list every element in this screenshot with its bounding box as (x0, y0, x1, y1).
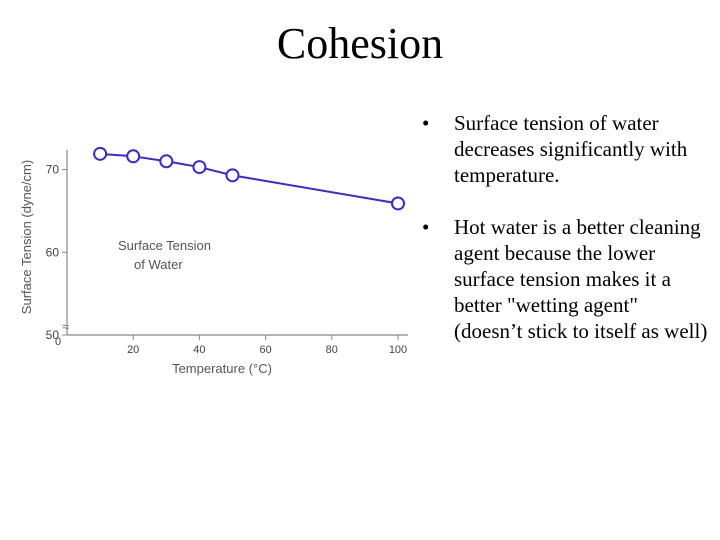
y-tick-label: 70 (46, 163, 60, 177)
x-tick-label: 40 (193, 344, 205, 356)
data-point (225, 168, 240, 183)
data-point (93, 146, 108, 161)
data-point (126, 149, 141, 164)
chart-annotation-line2: of Water (134, 257, 183, 272)
x-axis-label: Temperature (°C) (172, 361, 272, 376)
slide-title: Cohesion (276, 19, 444, 68)
bullet-text: Hot water is a better cleaning agent bec… (454, 215, 708, 343)
bullet-list: • Surface tension of water decreases sig… (420, 110, 710, 370)
axis-break-mark: ≈ (62, 319, 69, 334)
surface-tension-chart: ≈ 0 20 40 60 80 100 50 60 70 Surface Tension of … (19, 146, 408, 376)
bullet-dot: • (422, 215, 430, 239)
y-axis-label: Surface Tension (dyne/cm) (19, 160, 34, 314)
chart-series (93, 146, 405, 211)
chart-ticks: 0 20 40 60 80 100 50 60 70 (46, 163, 408, 356)
bullet-text: Surface tension of water decreases signi… (454, 111, 688, 187)
chart-annotation-line1: Surface Tension (118, 238, 211, 253)
bullet-dot: • (422, 111, 430, 135)
data-point (391, 196, 405, 211)
y-tick-label: 50 (46, 328, 60, 342)
x-tick-label: 20 (127, 344, 139, 356)
data-point (192, 160, 207, 175)
series-line (100, 152, 399, 205)
y-tick-label: 60 (46, 245, 60, 259)
x-tick-label: 0 (55, 336, 61, 348)
chart-axes: ≈ (62, 150, 408, 336)
x-tick-label: 80 (326, 344, 338, 356)
x-tick-label: 100 (389, 344, 407, 356)
data-point (159, 154, 174, 169)
bullet-item: • Hot water is a better cleaning agent b… (420, 214, 710, 344)
bullet-item: • Surface tension of water decreases sig… (420, 110, 710, 188)
x-tick-label: 60 (259, 344, 271, 356)
